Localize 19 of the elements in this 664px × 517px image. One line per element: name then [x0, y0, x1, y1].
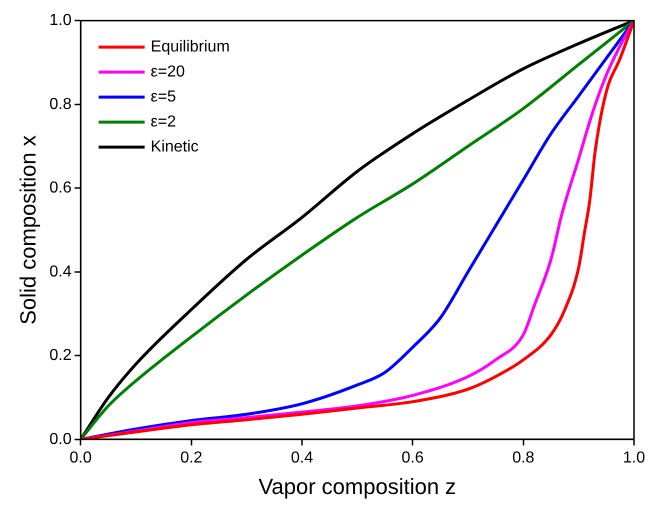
- y-tick-label: 0.4: [49, 263, 72, 280]
- x-tick-label: 1.0: [622, 449, 646, 466]
- y-tick-label: 0.8: [49, 96, 72, 113]
- y-tick-label: 0.0: [49, 430, 72, 448]
- y-tick-label: 1.0: [49, 12, 72, 30]
- legend-label: Equilibrium: [150, 38, 230, 56]
- legend-label: ε=5: [150, 88, 176, 106]
- x-tick-label: 0.2: [180, 449, 203, 466]
- x-tick-label: 0.0: [70, 449, 92, 466]
- x-tick-label: 0.6: [402, 449, 424, 466]
- legend-label: ε=20: [150, 64, 186, 81]
- x-tick-label: 0.4: [290, 449, 314, 466]
- legend-label: Kinetic: [150, 138, 199, 156]
- y-axis-title: Solid composition x: [15, 135, 40, 325]
- x-tick-label: 0.8: [512, 449, 535, 466]
- legend-label: ε=2: [150, 114, 176, 131]
- x-axis-title: Vapor composition z: [258, 474, 456, 499]
- y-tick-label: 0.2: [49, 347, 72, 364]
- y-tick-label: 0.6: [49, 180, 72, 197]
